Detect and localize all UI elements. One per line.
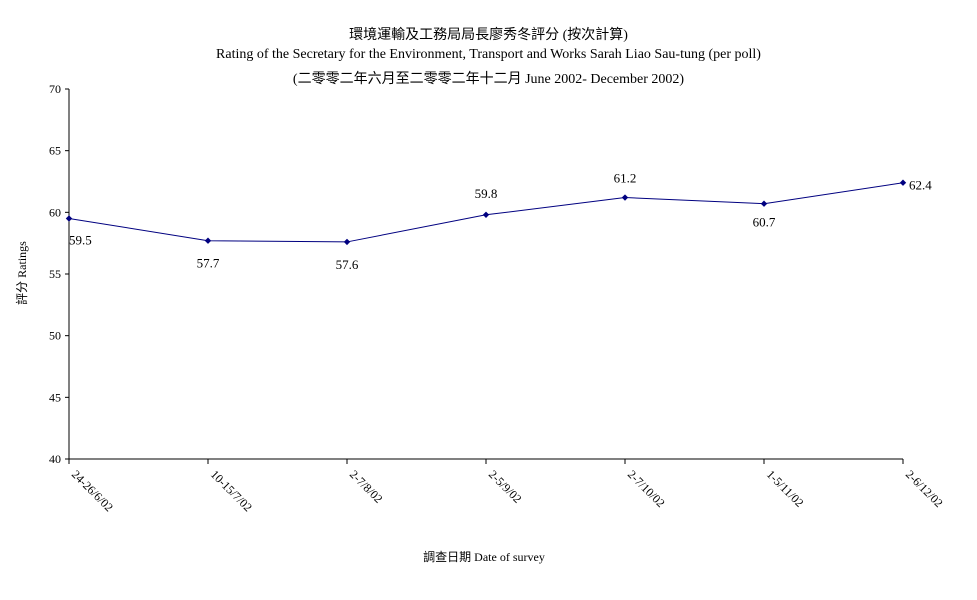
data-label: 57.7 [197,256,220,271]
y-tick-label: 55 [49,267,61,281]
y-tick-label: 50 [49,329,61,343]
chart-subtitle: Rating of the Secretary for the Environm… [216,47,761,62]
data-point [621,194,629,201]
x-tick-label: 1-5/11/02 [764,467,807,510]
data-point [204,237,212,244]
y-tick-label: 65 [49,144,61,158]
data-point [899,179,907,186]
x-tick-label: 2-5/9/02 [486,467,525,506]
y-tick-label: 60 [49,205,61,219]
data-point [482,211,490,218]
x-tick-label: 2-7/10/02 [625,467,668,510]
x-tick-label: 2-7/8/02 [347,467,386,506]
data-label: 57.6 [336,257,359,272]
x-tick-label: 10-15/7/02 [208,467,255,514]
y-tick-label: 45 [49,390,61,404]
y-tick-label: 40 [49,452,61,466]
data-label: 59.8 [475,186,498,201]
chart-title: 環境運輸及工務局局長廖秀冬評分 (按次計算) [349,28,628,43]
y-axis-label: 評分 Ratings [14,241,29,305]
x-axis-label: 調查日期 Date of survey [423,550,545,564]
data-label: 62.4 [909,178,932,193]
data-label: 59.5 [69,233,92,248]
data-label: 60.7 [753,215,776,230]
data-label: 61.2 [614,171,637,186]
x-tick-label: 2-6/12/02 [903,467,946,510]
data-point [343,238,351,246]
chart-date-range: (二零零二年六月至二零零二年十二月 June 2002- December 20… [292,72,685,87]
data-point [760,200,768,207]
x-tick-label: 24-26/6/02 [69,467,116,514]
data-point [65,215,73,222]
y-tick-label: 70 [49,82,61,96]
